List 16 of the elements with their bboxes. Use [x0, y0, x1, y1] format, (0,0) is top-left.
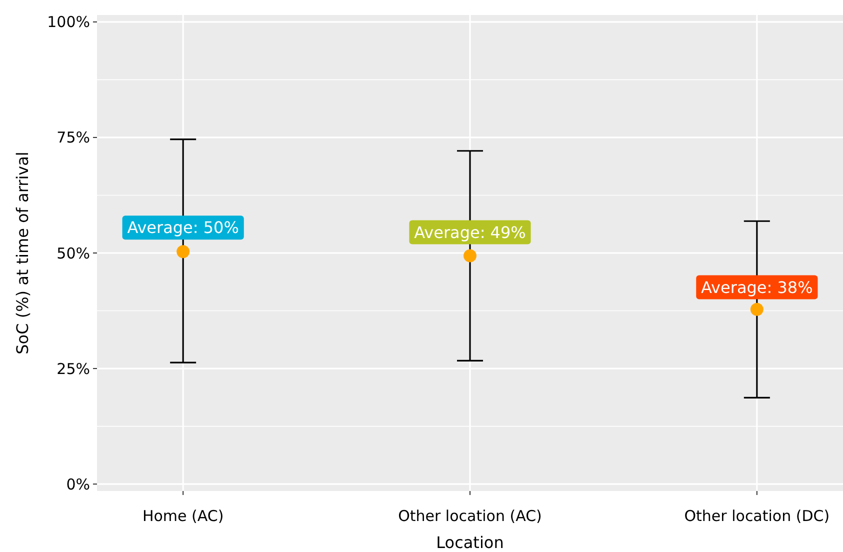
y-tick-label: 75%: [56, 128, 90, 147]
y-tick-label: 25%: [56, 360, 90, 378]
annotation: Average: 49%: [414, 222, 526, 242]
annotation: Average: 50%: [127, 218, 239, 238]
y-tick-label: 100%: [47, 13, 90, 32]
x-tick-label: Other location (DC): [684, 507, 830, 525]
y-tick-label: 50%: [56, 244, 90, 262]
x-tick-label: Home (AC): [142, 507, 224, 525]
y-tick-label: 0%: [66, 475, 90, 494]
x-axis-title: Location: [436, 533, 504, 552]
point: [464, 249, 476, 262]
x-tick-label: Other location (AC): [398, 507, 542, 525]
point: [176, 245, 190, 258]
point: [750, 302, 764, 316]
y-axis-title: SoC (%) at time of arrival: [13, 152, 32, 354]
annotation: Average: 38%: [701, 278, 813, 297]
